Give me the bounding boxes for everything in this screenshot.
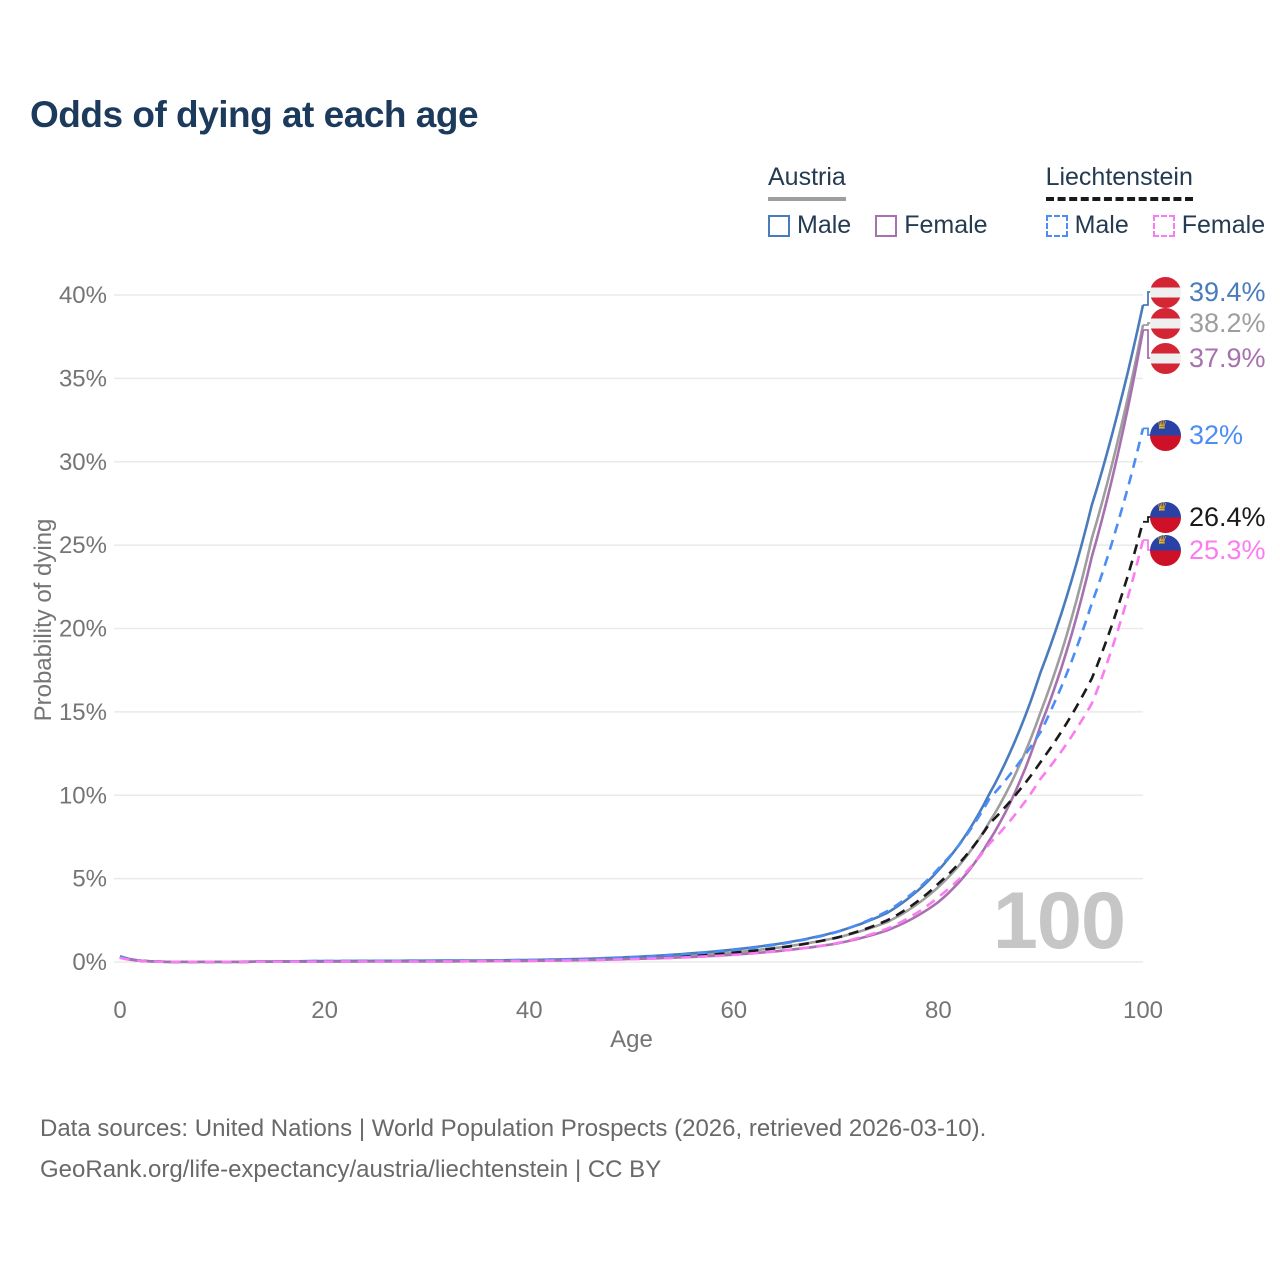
legend-item-liechtenstein-female[interactable]: Female — [1152, 211, 1266, 240]
end-label-liechtenstein-female: 25.3% — [1150, 534, 1266, 566]
legend-item-austria-male[interactable]: Male — [768, 211, 851, 240]
legend-group-austria: Austria Male Female — [768, 163, 988, 240]
y-tick-label: 30% — [59, 449, 107, 476]
legend-row-austria: Male Female — [768, 211, 988, 240]
x-axis-title: Age — [610, 1026, 653, 1053]
x-tick-label: 80 — [925, 997, 952, 1024]
series-line-liechtenstein-female — [119, 539, 1145, 964]
series-line-austria-female — [119, 329, 1145, 964]
y-tick-label: 25% — [59, 532, 107, 559]
chart-title: Odds of dying at each age — [30, 94, 479, 135]
liechtenstein-flag-icon — [1150, 534, 1181, 566]
x-tick-label: 40 — [516, 997, 543, 1024]
y-tick-label: 0% — [72, 949, 107, 976]
y-tick-label: 35% — [59, 365, 107, 392]
end-label-value: 32% — [1189, 419, 1244, 450]
legend-item-liechtenstein-male[interactable]: Male — [1045, 211, 1129, 240]
liechtenstein-flag-icon — [1150, 419, 1181, 451]
end-label-value: 25.3% — [1189, 534, 1266, 565]
y-tick-label: 15% — [59, 699, 107, 726]
y-tick-label: 5% — [72, 866, 107, 893]
end-label-value: 37.9% — [1189, 342, 1266, 373]
series-line-liechtenstein-both-sexes — [119, 521, 1145, 964]
y-tick-label: 40% — [59, 282, 107, 309]
footer-attribution: GeoRank.org/life-expectancy/austria/liec… — [40, 1156, 662, 1183]
end-label-austria-both: 38.2% — [1150, 307, 1266, 339]
x-tick-label: 60 — [720, 997, 747, 1024]
footer: Data sources: United Nations | World Pop… — [40, 1108, 986, 1190]
series-line-austria-male — [119, 304, 1145, 964]
end-label-value: 38.2% — [1189, 307, 1266, 338]
austria-female-line-swatch-icon — [875, 214, 898, 237]
y-axis-title: Probability of dying — [30, 518, 57, 722]
legend-country-liechtenstein[interactable]: Liechtenstein — [1045, 163, 1193, 201]
liechtenstein-female-line-swatch-icon — [1152, 214, 1175, 237]
legend-row-liechtenstein: Male Female — [1045, 211, 1266, 240]
austria-flag-icon — [1150, 342, 1181, 374]
legend-item-label: Female — [904, 211, 988, 239]
end-label-value: 39.4% — [1189, 276, 1266, 307]
legend-country-austria[interactable]: Austria — [768, 163, 846, 201]
end-label-austria-male: 39.4% — [1150, 276, 1266, 308]
footer-data-sources: Data sources: United Nations | World Pop… — [40, 1115, 987, 1142]
legend-item-label: Male — [797, 211, 852, 239]
legend-item-label: Female — [1181, 211, 1266, 239]
austria-flag-icon — [1150, 276, 1181, 308]
end-label-liechtenstein-both: 26.4% — [1150, 501, 1266, 533]
age-counter-watermark: 100 — [992, 876, 1126, 966]
x-tick-label: 100 — [1123, 997, 1163, 1024]
legend-group-liechtenstein: Liechtenstein Male Female — [1045, 163, 1266, 240]
legend: Austria Male Female Liechtenstein Male — [768, 163, 1265, 240]
series-line-liechtenstein-male — [119, 428, 1145, 964]
end-label-liechtenstein-male: 32% — [1150, 419, 1243, 451]
liechtenstein-male-line-swatch-icon — [1045, 214, 1068, 237]
legend-item-label: Male — [1074, 211, 1129, 239]
x-tick-label: 0 — [113, 997, 126, 1024]
austria-flag-icon — [1150, 307, 1181, 339]
liechtenstein-flag-icon — [1150, 501, 1181, 533]
x-tick-label: 20 — [311, 997, 338, 1024]
y-tick-label: 10% — [59, 782, 107, 809]
y-tick-label: 20% — [59, 616, 107, 643]
austria-male-line-swatch-icon — [768, 214, 790, 237]
series-line-austria-both-sexes — [119, 324, 1145, 964]
end-label-austria-female: 37.9% — [1150, 342, 1266, 374]
legend-item-austria-female[interactable]: Female — [875, 211, 988, 240]
end-label-value: 26.4% — [1189, 501, 1266, 532]
